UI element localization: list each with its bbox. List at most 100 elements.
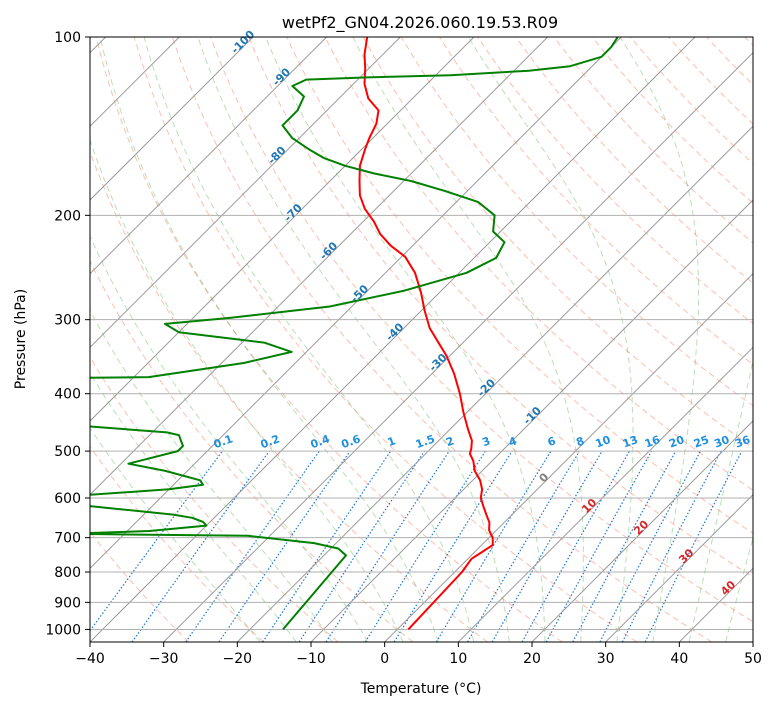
- mixing-ratio-line: [545, 450, 653, 642]
- dry-adiabat-line: [324, 37, 753, 491]
- moist-adiabat-line: [619, 37, 699, 642]
- mixing-ratio-label: 2: [444, 434, 456, 449]
- isotherm-line: [90, 37, 622, 570]
- mixing-ratio-label: 1: [386, 434, 398, 449]
- temperature-profile-line: [358, 37, 494, 631]
- mixing-ratio-line: [521, 450, 631, 642]
- moist-adiabat-line: [467, 37, 634, 642]
- y-tick-label: 700: [54, 531, 81, 547]
- mixing-ratio-label: 0.2: [259, 432, 282, 451]
- moist-adiabat-line: [688, 358, 753, 642]
- y-tick-label: 400: [54, 387, 81, 403]
- isotherm-label: 30: [676, 546, 696, 566]
- y-tick-label: 300: [54, 313, 81, 329]
- mixing-ratio-line: [262, 450, 392, 642]
- moist-adiabat-line: [90, 309, 333, 642]
- isotherm-line: [90, 37, 328, 275]
- isotherm-label: -100: [229, 28, 258, 57]
- x-tick-label: 40: [670, 651, 688, 667]
- isotherm-line: [752, 641, 753, 642]
- mixing-ratio-line: [90, 450, 223, 632]
- profile-series: [90, 37, 619, 631]
- mixing-ratio-line: [644, 450, 743, 642]
- mixing-ratio-label: 30: [712, 433, 731, 451]
- mixing-ratio-label: 3: [480, 434, 492, 449]
- x-tick-label: 20: [523, 651, 541, 667]
- mixing-ratio-line: [325, 450, 450, 642]
- moist-adiabat-line: [143, 37, 475, 642]
- y-tick-label: 600: [54, 491, 81, 507]
- x-tick-label: 30: [597, 651, 615, 667]
- isotherm-line: [163, 51, 753, 642]
- moist-adiabat-line: [90, 427, 261, 642]
- x-tick-label: −20: [223, 651, 253, 667]
- y-tick-label: 1000: [45, 622, 81, 638]
- moist-adiabat-line: [90, 235, 369, 642]
- x-tick-label: 10: [449, 651, 467, 667]
- mixing-ratio-label: 25: [692, 433, 711, 450]
- mixing-ratio-label: 20: [667, 433, 686, 451]
- mixing-ratio-line: [599, 450, 702, 642]
- dewpoint-profile-line: [90, 37, 619, 631]
- moist-adiabat-line: [90, 138, 404, 642]
- moist-adiabat-line: [352, 37, 584, 642]
- isotherm-label: 10: [579, 496, 599, 516]
- isotherm-label: 20: [631, 517, 651, 537]
- mixing-ratio-line: [364, 450, 486, 642]
- isotherm-line: [90, 37, 254, 201]
- mixing-ratio-label: 0.6: [340, 432, 363, 451]
- mixing-ratio-label: 10: [594, 433, 613, 451]
- dry-adiabat-line: [95, 37, 563, 642]
- mixing-ratio-line: [218, 450, 351, 642]
- dry-adiabat-line: [171, 37, 712, 642]
- dry-adiabat-line: [90, 150, 488, 642]
- y-axis-label: Pressure (hPa): [13, 289, 29, 389]
- isotherm-line: [236, 125, 753, 642]
- x-tick-label: −10: [296, 651, 326, 667]
- mixing-ratio-line: [185, 450, 320, 642]
- mixing-ratio-line: [393, 450, 513, 642]
- y-tick-label: 200: [54, 208, 81, 224]
- isotherm-label: -70: [282, 201, 305, 224]
- isotherm-label: 40: [718, 578, 738, 598]
- mixing-ratio-label: 4: [507, 434, 519, 449]
- isotherm-line: [90, 37, 401, 349]
- moist-adiabat-line: [90, 371, 297, 642]
- mixing-ratio-label: 6: [546, 434, 558, 449]
- mixing-ratio-line: [131, 450, 270, 642]
- dry-adiabat-line: [133, 37, 638, 642]
- y-tick-label: 800: [54, 565, 81, 581]
- isotherm-line: [384, 272, 753, 642]
- dry-adiabat-line: [248, 37, 753, 578]
- dry-adiabat-line: [706, 37, 753, 86]
- isotherm-label: -10: [521, 404, 544, 427]
- isotherm-label: -80: [265, 144, 288, 167]
- mixing-ratio-label: 16: [643, 433, 662, 451]
- x-axis-ticks: −40 −30 −20 −10 0 10 20 30 40 50: [75, 642, 762, 667]
- y-tick-label: 900: [54, 595, 81, 611]
- mixing-ratio-line: [621, 450, 722, 642]
- mixing-ratio-label: 8: [574, 434, 586, 449]
- isotherm-label: -90: [270, 65, 293, 88]
- isotherm-label: -60: [317, 239, 340, 262]
- x-tick-label: 50: [744, 651, 762, 667]
- dry-adiabat-line: [90, 259, 414, 642]
- x-tick-label: 0: [380, 651, 389, 667]
- isotherm-line: [310, 199, 753, 642]
- dry-adiabat-line: [515, 37, 753, 284]
- isotherm-line: [457, 346, 753, 642]
- isotherm-line: [678, 567, 753, 642]
- moist-adiabat-line: [725, 536, 753, 642]
- isotherm-line: [605, 493, 753, 642]
- isotherm-line: [90, 37, 696, 642]
- mixing-ratio-line: [435, 450, 552, 642]
- dry-adiabat-line: [553, 37, 753, 244]
- mixing-ratio-label: 13: [621, 433, 640, 450]
- moist-adiabat-line: [265, 37, 546, 642]
- x-tick-label: −40: [75, 651, 105, 667]
- y-tick-label: 500: [54, 444, 81, 460]
- isotherm-line: [90, 37, 475, 422]
- moist-adiabat-line: [197, 37, 510, 642]
- dry-adiabat-line: [210, 37, 753, 623]
- y-axis-ticks: 100 200 300 400 500 600 700 800 900 1000: [45, 30, 90, 638]
